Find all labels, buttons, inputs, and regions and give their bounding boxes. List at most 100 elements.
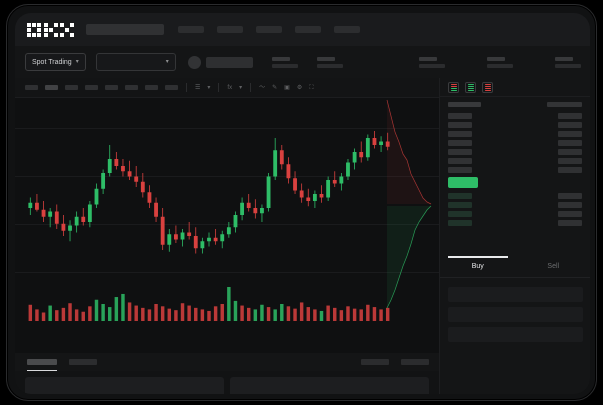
toolbar-divider xyxy=(250,83,252,92)
grid-line xyxy=(15,128,439,129)
price-field[interactable] xyxy=(448,287,583,302)
line-chart-icon[interactable]: 〜 xyxy=(259,84,266,91)
fullscreen-icon[interactable]: ⛶ xyxy=(309,84,314,91)
spot-trading-label: Spot Trading xyxy=(32,58,72,66)
orders-panels xyxy=(15,377,439,394)
tab-buy[interactable]: Buy xyxy=(440,256,516,277)
orders-action-1[interactable] xyxy=(361,359,389,365)
chevron-down-icon: ▾ xyxy=(75,59,79,65)
orderbook[interactable] xyxy=(440,97,590,227)
timeframe-2[interactable] xyxy=(45,85,58,90)
chevron-down-icon: ▾ xyxy=(165,59,169,65)
grid-line xyxy=(15,176,439,177)
grid-line xyxy=(15,224,439,225)
stat-label xyxy=(271,56,290,61)
orderbook-ask-row[interactable] xyxy=(448,138,582,147)
orderbook-col-amount xyxy=(547,102,582,107)
okx-logo-glyph xyxy=(27,22,41,37)
depth-chart xyxy=(386,99,432,309)
orderbook-bid-row[interactable] xyxy=(448,191,582,200)
pair-avatar xyxy=(187,55,201,69)
search-input[interactable] xyxy=(86,24,164,35)
timeframe-7[interactable] xyxy=(145,85,158,90)
stat-block-3 xyxy=(418,56,445,68)
trade-side-tabs: Buy Sell xyxy=(440,256,590,278)
chart-type-chevron-icon[interactable]: ▾ xyxy=(207,84,211,91)
candlestick-series xyxy=(28,131,390,254)
settings-gear-icon[interactable]: ⚙ xyxy=(296,84,303,91)
stat-label xyxy=(418,56,437,61)
orders-action-2[interactable] xyxy=(401,359,429,365)
timeframe-6[interactable] xyxy=(125,85,138,90)
stat-value xyxy=(271,63,298,68)
nav-item-3[interactable] xyxy=(256,26,282,33)
indicator-chevron-icon[interactable]: ▾ xyxy=(239,84,243,91)
orderbook-ask-row[interactable] xyxy=(448,120,582,129)
app-screen: Spot Trading ▾ ▾ xyxy=(15,13,590,394)
timeframe-8[interactable] xyxy=(165,85,178,90)
pair-select[interactable]: ▾ xyxy=(95,53,176,71)
orders-panel-left[interactable] xyxy=(25,377,224,394)
toolbar-divider xyxy=(218,83,220,92)
spot-trading-select[interactable]: Spot Trading ▾ xyxy=(25,53,86,71)
orderbook-ask-row[interactable] xyxy=(448,111,582,120)
draw-pencil-icon[interactable]: ✎ xyxy=(272,84,278,91)
orderbook-header xyxy=(448,102,582,107)
orderbook-ask-row[interactable] xyxy=(448,156,582,165)
stat-value xyxy=(554,63,581,68)
orderbook-mode-both-icon[interactable] xyxy=(448,81,459,93)
orderbook-col-price xyxy=(448,102,481,107)
stat-block-5 xyxy=(554,56,581,68)
stat-block-4 xyxy=(486,56,513,68)
sub-header: Spot Trading ▾ ▾ xyxy=(15,46,590,78)
nav-item-4[interactable] xyxy=(295,26,321,33)
nav-item-1[interactable] xyxy=(178,26,204,33)
okx-logo-glyph-3 xyxy=(60,22,74,37)
orderbook-mode-sell-only-icon[interactable] xyxy=(482,81,493,93)
price-chart[interactable] xyxy=(15,98,439,353)
okx-logo-icon[interactable] xyxy=(27,22,74,37)
timeframe-4[interactable] xyxy=(85,85,98,90)
tab-sell[interactable]: Sell xyxy=(516,256,591,277)
top-header xyxy=(15,13,590,46)
stat-value xyxy=(316,63,343,68)
okx-logo-glyph-2 xyxy=(43,22,58,37)
nav-item-2[interactable] xyxy=(217,26,243,33)
trade-form xyxy=(440,281,590,353)
orderbook-bid-row[interactable] xyxy=(448,209,582,218)
amount-field[interactable] xyxy=(448,307,583,322)
orders-tabs xyxy=(15,353,439,371)
nav-item-5[interactable] xyxy=(334,26,360,33)
camera-icon[interactable]: ▣ xyxy=(284,84,290,91)
tab-open-orders[interactable] xyxy=(27,359,57,371)
orderbook-view-modes xyxy=(440,78,590,97)
stat-value xyxy=(486,63,513,68)
indicator-icon[interactable]: fx xyxy=(227,84,233,91)
total-field[interactable] xyxy=(448,327,583,342)
volume-series xyxy=(28,287,390,321)
stat-block-1 xyxy=(271,56,298,68)
device-frame: Spot Trading ▾ ▾ xyxy=(6,4,597,401)
orderbook-bid-row[interactable] xyxy=(448,218,582,227)
orderbook-ask-row[interactable] xyxy=(448,129,582,138)
tab-sell-label: Sell xyxy=(547,263,560,270)
toolbar-divider xyxy=(186,83,187,92)
orderbook-bid-row[interactable] xyxy=(448,200,582,209)
orderbook-ask-row[interactable] xyxy=(448,147,582,156)
chart-toolbar: ☰ ▾ fx ▾ 〜 ✎ ▣ ⚙ ⛶ xyxy=(15,78,439,98)
stat-block-2 xyxy=(316,56,343,68)
right-panel: Buy Sell xyxy=(439,78,590,394)
timeframe-1[interactable] xyxy=(25,85,38,90)
orderbook-mode-buy-only-icon[interactable] xyxy=(465,81,476,93)
tab-order-history[interactable] xyxy=(69,359,97,365)
stat-label xyxy=(486,56,505,61)
orderbook-ask-row[interactable] xyxy=(448,165,582,174)
timeframe-3[interactable] xyxy=(65,85,78,90)
grid-line xyxy=(15,272,439,273)
stat-label xyxy=(554,56,573,61)
stat-label xyxy=(316,56,335,61)
chart-type-icon[interactable]: ☰ xyxy=(195,84,201,91)
orderbook-last-price xyxy=(448,177,478,188)
timeframe-5[interactable] xyxy=(105,85,118,90)
orders-panel-right[interactable] xyxy=(230,377,429,394)
